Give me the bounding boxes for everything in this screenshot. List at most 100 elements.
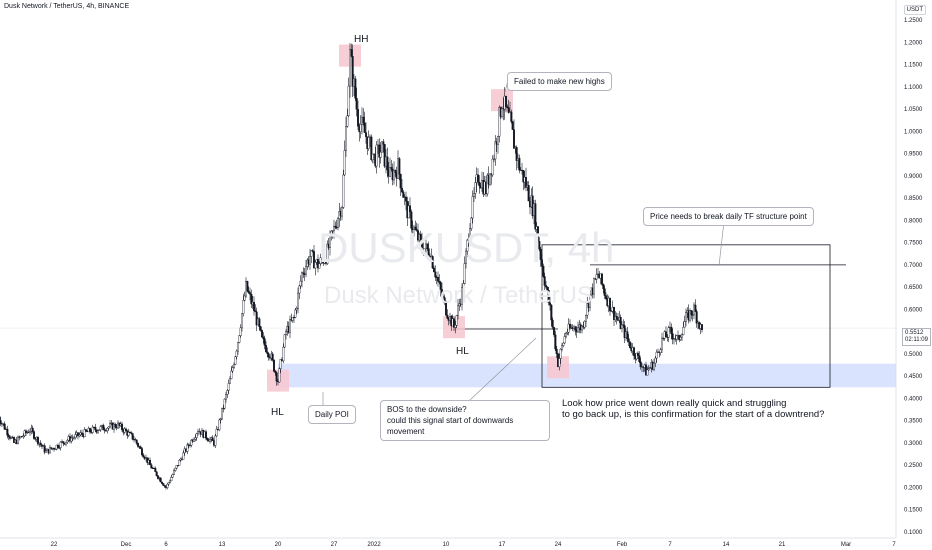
x-tick-label: 17	[499, 542, 506, 548]
candle-body	[83, 429, 86, 437]
candle-body	[506, 106, 509, 108]
candle-body	[293, 317, 296, 319]
candle-body	[226, 390, 229, 395]
candle-body	[389, 167, 392, 177]
candle-body	[192, 438, 195, 442]
y-tick-label: 0.3000	[904, 441, 923, 447]
candle-body	[343, 150, 346, 176]
candle-body	[154, 468, 157, 472]
candle-body	[171, 474, 174, 478]
candles	[0, 42, 704, 490]
bos-note[interactable]: BOS to the downside? could this signal s…	[380, 400, 550, 441]
candle-body	[45, 450, 48, 453]
candle-body	[166, 483, 169, 488]
candle-body	[431, 256, 434, 269]
candle-body	[601, 273, 604, 285]
candle-body	[581, 325, 584, 331]
candle-body	[62, 441, 65, 444]
candle-body	[382, 141, 385, 145]
candle-body	[294, 309, 297, 318]
hh-label: HH	[354, 34, 369, 45]
candle-body	[538, 241, 541, 250]
x-tick-label: 13	[219, 542, 226, 548]
candle-body	[471, 196, 474, 219]
x-tick-label: 6	[164, 542, 168, 548]
candle-body	[522, 170, 525, 183]
candle-body	[513, 129, 516, 149]
conclusion-text: Look how price went down really quick an…	[562, 398, 824, 420]
candle-body	[585, 315, 588, 322]
candle-body	[653, 362, 656, 370]
x-tick-label: 21	[779, 542, 786, 548]
candle-body	[491, 158, 494, 176]
candle-body	[74, 434, 77, 438]
candle-body	[258, 318, 261, 327]
candle-body	[647, 368, 650, 371]
y-tick-label: 0.1500	[904, 508, 923, 514]
candle-body	[190, 439, 193, 446]
candle-body	[577, 327, 580, 333]
candle-body	[510, 111, 513, 122]
daily-poi-note[interactable]: Daily POI	[308, 405, 356, 424]
candle-body	[694, 304, 697, 312]
candle-body	[461, 287, 464, 305]
candle-body	[236, 342, 239, 352]
candle-body	[341, 207, 344, 217]
candle-body	[334, 225, 337, 228]
candle-body	[626, 331, 629, 339]
candle-body	[23, 430, 26, 436]
candle-body	[195, 433, 198, 438]
failed-highs-note[interactable]: Failed to make new highs	[507, 72, 612, 91]
candle-body	[150, 464, 153, 469]
candle-body	[351, 56, 354, 87]
candle-body	[551, 319, 554, 328]
candle-body	[629, 341, 632, 348]
chart-title: Dusk Network / TetherUS, 4h, BINANCE	[4, 3, 130, 10]
candle-body	[54, 448, 57, 450]
candle-body	[462, 283, 465, 288]
candle-body	[102, 424, 105, 431]
candle-body	[455, 315, 458, 326]
candle-body	[223, 398, 226, 409]
x-tick-label: 24	[555, 542, 562, 548]
candle-body	[318, 263, 321, 269]
candle-body	[682, 326, 685, 335]
candle-body	[633, 347, 636, 356]
candle-body	[465, 250, 468, 264]
candle-body	[562, 342, 565, 346]
candle-body	[507, 107, 510, 113]
candle-body	[427, 248, 430, 257]
candle-body	[182, 452, 185, 460]
candle-body	[160, 481, 163, 484]
candle-body	[333, 225, 336, 231]
candle-body	[363, 122, 366, 133]
candle-body	[414, 226, 417, 230]
candle-body	[282, 346, 285, 362]
currency-badge[interactable]: USDT	[903, 5, 926, 15]
candle-body	[383, 144, 386, 167]
candle-body	[289, 319, 292, 333]
candle-body	[638, 355, 641, 362]
candle-body	[305, 266, 308, 275]
candle-body	[497, 136, 500, 145]
watermark-name: Dusk Network / TetherUS	[324, 282, 593, 309]
candle-body	[88, 428, 91, 433]
y-tick-label: 1.2500	[904, 18, 923, 24]
x-tick-label: Feb	[617, 542, 628, 548]
candle-body	[478, 181, 481, 187]
candle-body	[297, 292, 300, 309]
y-tick-label: 0.4000	[904, 396, 923, 402]
structure-point-note[interactable]: Price needs to break daily TF structure …	[643, 207, 814, 226]
candle-body	[246, 280, 249, 292]
candle-body	[220, 407, 223, 420]
candle-body	[127, 432, 130, 436]
candle-body	[17, 436, 20, 444]
candle-body	[175, 465, 178, 469]
candle-body	[621, 324, 624, 330]
x-tick-label: 14	[723, 542, 730, 548]
candle-body	[337, 218, 340, 228]
candle-body	[537, 226, 540, 242]
candle-body	[208, 438, 211, 442]
candle-body	[91, 426, 94, 433]
